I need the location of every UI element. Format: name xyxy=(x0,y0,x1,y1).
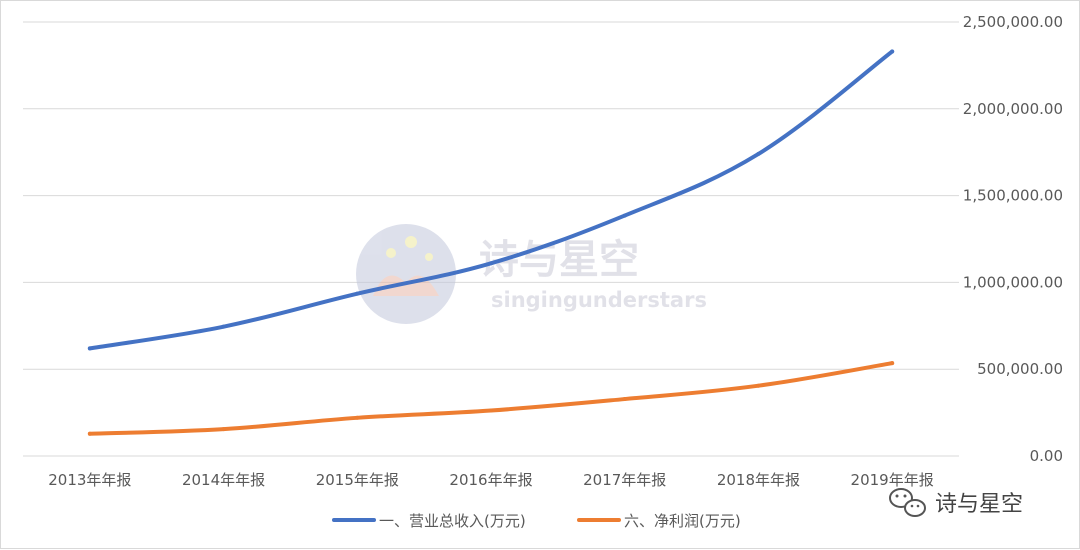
legend-label: 六、净利润(万元) xyxy=(624,512,741,530)
legend-label: 一、营业总收入(万元) xyxy=(379,512,526,530)
data-point xyxy=(355,415,360,420)
data-point xyxy=(87,346,92,351)
data-point xyxy=(890,49,895,54)
watermark-star-icon xyxy=(405,236,417,248)
gridlines xyxy=(23,21,959,457)
y-axis-labels: 0.00 500,000.00 1,000,000.00 1,500,000.00 2,… xyxy=(963,13,1063,465)
data-point xyxy=(221,324,226,329)
y-tick-label: 2,500,000.00 xyxy=(963,13,1063,31)
legend: 一、营业总收入(万元) 六、净利润(万元) xyxy=(332,512,741,530)
x-tick-label: 2014年年报 xyxy=(182,471,265,489)
data-point xyxy=(489,261,493,266)
watermark: 诗与星空 singingunderstars xyxy=(356,224,707,324)
wechat-account-name: 诗与星空 xyxy=(935,492,1023,517)
y-tick-label: 500,000.00 xyxy=(977,360,1063,378)
data-point xyxy=(87,431,92,436)
watermark-star-icon xyxy=(386,248,396,258)
x-tick-label: 2013年年报 xyxy=(48,471,131,489)
x-tick-label: 2015年年报 xyxy=(316,471,399,489)
data-point xyxy=(489,408,493,413)
data-point xyxy=(756,151,761,156)
data-point xyxy=(890,361,895,366)
data-point xyxy=(221,427,226,432)
data-point xyxy=(622,213,627,218)
x-tick-label: 2017年年报 xyxy=(583,471,666,489)
y-tick-label: 2,000,000.00 xyxy=(963,100,1063,118)
watermark-subtitle: singingunderstars xyxy=(491,288,707,312)
x-tick-label: 2019年年报 xyxy=(851,471,934,489)
data-point xyxy=(355,291,360,296)
y-tick-label: 1,500,000.00 xyxy=(963,187,1063,205)
series-lines xyxy=(87,49,895,436)
x-tick-label: 2016年年报 xyxy=(449,471,532,489)
x-tick-label: 2018年年报 xyxy=(717,471,800,489)
wechat-icon xyxy=(889,488,926,517)
x-axis-labels: 2013年年报 2014年年报 2015年年报 2016年年报 2017年年报 2018年… xyxy=(48,471,933,489)
data-point xyxy=(756,383,761,388)
watermark-star-icon xyxy=(425,253,433,261)
watermark-logo-icon xyxy=(356,224,456,324)
data-point xyxy=(622,397,627,402)
wechat-badge: 诗与星空 xyxy=(889,488,1023,517)
y-tick-label: 0.00 xyxy=(1030,447,1063,465)
series-line-2 xyxy=(87,361,895,436)
y-tick-label: 1,000,000.00 xyxy=(963,273,1063,291)
